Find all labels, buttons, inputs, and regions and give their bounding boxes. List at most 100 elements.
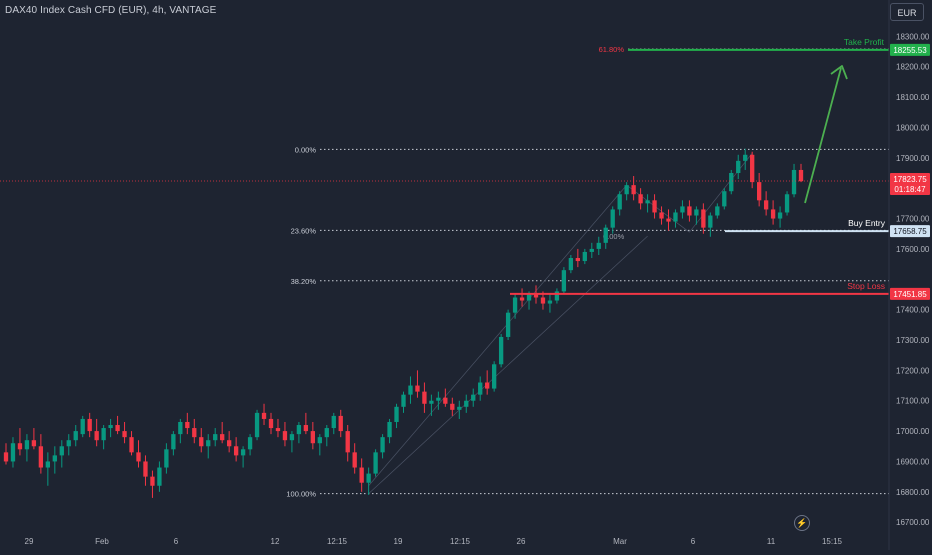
candle <box>247 434 253 456</box>
candle <box>80 415 85 438</box>
candle <box>136 440 141 468</box>
x-tick-label: Mar <box>613 537 627 546</box>
fibonacci-retracement[interactable]: 0.00% 23.60% 38.20% 100.00% 61.80% 0.00% <box>286 45 889 499</box>
y-tick-label: 16800.00 <box>896 488 930 497</box>
candle <box>575 248 581 268</box>
candle <box>261 403 267 426</box>
y-tick-label: 17000.00 <box>896 427 930 436</box>
candle <box>338 409 343 438</box>
candle <box>178 418 183 444</box>
candle <box>743 148 748 170</box>
candle <box>457 400 462 419</box>
candle <box>687 200 692 222</box>
candle <box>352 443 357 474</box>
candle <box>359 458 364 492</box>
candle <box>512 294 518 319</box>
candle <box>345 425 350 462</box>
candle <box>443 388 448 407</box>
candle <box>164 443 169 474</box>
candle <box>275 418 281 438</box>
trade-annotations: Take Profit Buy Entry Stop Loss <box>0 37 889 295</box>
time-axis[interactable]: 29 Feb 6 12 12:15 19 12:15 26 Mar 6 11 15:15 <box>25 537 843 546</box>
candle <box>750 151 755 189</box>
svg-text:18255.53: 18255.53 <box>893 46 927 55</box>
candle <box>303 412 309 435</box>
candle <box>610 206 615 234</box>
lightning-icon[interactable]: ⚡ <box>794 515 810 531</box>
candle <box>240 446 246 468</box>
candle <box>31 428 37 450</box>
candle <box>226 431 232 453</box>
buy-entry-price-tag: 17658.75 <box>890 225 930 238</box>
candle <box>157 461 162 492</box>
x-tick-label: 19 <box>394 537 403 546</box>
fib-level-label: 23.60% <box>291 226 317 235</box>
candle <box>380 434 385 459</box>
candle <box>3 443 9 465</box>
buy-entry-label: Buy Entry <box>848 218 886 228</box>
candle <box>422 382 427 413</box>
candle <box>87 412 92 438</box>
x-tick-label: Feb <box>95 537 109 546</box>
candle <box>59 440 64 468</box>
candle <box>659 206 664 225</box>
candle <box>331 412 336 435</box>
y-tick-label: 17300.00 <box>896 336 930 345</box>
candle <box>798 163 804 183</box>
candle <box>101 425 106 450</box>
candle <box>708 212 713 237</box>
y-tick-label: 17900.00 <box>896 154 930 163</box>
candle <box>268 412 274 435</box>
candle <box>73 425 78 447</box>
y-tick-label: 17600.00 <box>896 245 930 254</box>
take-profit-price-tag: 18255.53 <box>890 43 930 56</box>
candle <box>554 288 560 304</box>
candle <box>199 428 204 453</box>
candle <box>638 188 643 210</box>
x-tick-label: 26 <box>517 537 526 546</box>
x-tick-label: 12:15 <box>327 537 348 546</box>
y-tick-label: 17200.00 <box>896 366 930 375</box>
candle <box>645 194 650 213</box>
price-axis[interactable]: 18300.00 18200.00 18100.00 18000.00 17900.00… <box>888 0 932 550</box>
y-tick-label: 17700.00 <box>896 215 930 224</box>
currency-button[interactable]: EUR <box>890 3 924 21</box>
y-tick-label: 18100.00 <box>896 93 930 102</box>
svg-text:17658.75: 17658.75 <box>893 227 927 236</box>
candle <box>324 425 329 447</box>
x-tick-label: 6 <box>174 537 179 546</box>
candle <box>220 421 225 444</box>
candle <box>589 242 594 259</box>
y-tick-label: 17100.00 <box>896 397 930 406</box>
candle <box>115 415 120 435</box>
candle <box>519 288 525 307</box>
candle <box>471 388 476 407</box>
candle <box>777 206 783 228</box>
candle <box>666 209 671 231</box>
candle <box>387 418 392 444</box>
candle <box>603 224 608 249</box>
candle <box>582 248 587 265</box>
candle <box>10 437 16 468</box>
candle <box>729 169 734 195</box>
y-tick-label: 16700.00 <box>896 518 930 527</box>
candle <box>66 434 71 456</box>
fib-level-label: 61.80% <box>599 45 625 54</box>
candle <box>282 421 288 447</box>
candle <box>505 309 511 340</box>
candle <box>485 370 490 395</box>
x-tick-label: 6 <box>691 537 696 546</box>
candle <box>770 200 776 225</box>
y-tick-label: 18300.00 <box>896 32 930 41</box>
x-tick-label: 29 <box>25 537 34 546</box>
candle <box>52 446 57 474</box>
candle <box>715 203 720 219</box>
svg-text:17451.85: 17451.85 <box>893 290 927 299</box>
channel-line-upper <box>368 184 627 486</box>
candle <box>631 176 636 201</box>
y-tick-label: 18200.00 <box>896 63 930 72</box>
x-tick-label: 12:15 <box>450 537 471 546</box>
candle <box>673 209 678 228</box>
